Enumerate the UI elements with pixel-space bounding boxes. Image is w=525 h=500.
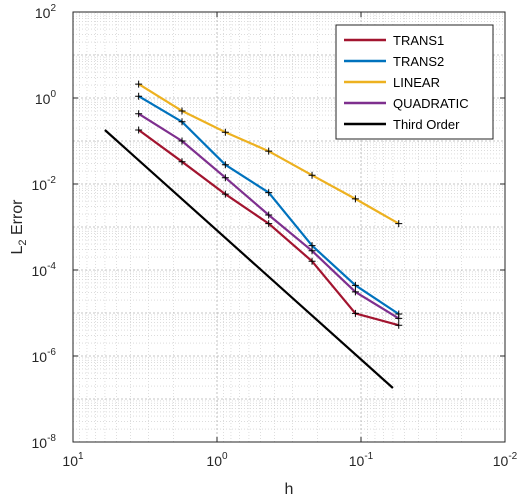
y-tick-label-exponent: -4 [47,261,56,272]
plot-frame [72,11,506,443]
x-tick-label-base: 10 [62,453,78,469]
x-tick-label-exponent: 0 [222,451,228,462]
data-point [178,118,186,126]
y-axis-title-subscript: 2 [17,239,29,245]
y-tick-label-exponent: 0 [50,89,56,100]
data-point [135,92,143,100]
legend-label: TRANS1 [393,33,444,48]
y-tick-label-exponent: 2 [50,3,56,14]
y-tick-label-base: 10 [35,5,51,21]
series-quadratic [135,110,403,322]
data-point [265,147,273,155]
y-tick-label: 10-4 [32,261,57,279]
y-tick-label-exponent: -2 [47,175,56,186]
x-tick-label: 10-1 [349,451,374,469]
data-point [308,247,316,255]
data-point [221,190,229,198]
data-point [351,309,359,317]
series-linear [135,80,403,228]
x-ticks: 101 100 10-1 10-2 [62,12,518,469]
x-tick-label-base: 10 [349,453,365,469]
y-tick-label-exponent: -6 [47,347,56,358]
data-point [395,220,403,228]
data-point [221,174,229,182]
y-axis-title-rest: Error [9,199,26,240]
y-tick-label-base: 10 [32,349,48,365]
legend-label: TRANS2 [393,54,444,69]
legend-label: Third Order [393,117,460,132]
data-point [351,281,359,289]
series-third-order [104,129,394,389]
y-tick-label: 10-8 [32,433,57,451]
data-point [221,128,229,136]
x-tick-label-base: 10 [493,453,509,469]
y-tick-label-base: 10 [32,263,48,279]
x-tick-label-exponent: -2 [508,451,517,462]
data-point [395,321,403,329]
data-point [308,171,316,179]
data-point [265,189,273,197]
data-point [135,110,143,118]
data-point [265,211,273,219]
data-point [221,161,229,169]
x-tick-label-exponent: 1 [78,451,84,462]
data-point [178,107,186,115]
minor-grid [73,12,505,442]
data-point [308,257,316,265]
x-axis-title: h [285,481,294,498]
data-point [351,195,359,203]
y-axis-title-main: L [9,246,26,255]
data-point [395,314,403,322]
data-point [135,80,143,88]
y-tick-label-base: 10 [32,177,48,193]
data-point [351,288,359,296]
series-line [104,129,394,389]
y-tick-label: 10-2 [32,175,57,193]
data-point [265,220,273,228]
y-tick-label: 100 [35,89,57,107]
data-point [178,137,186,145]
x-tick-label: 100 [206,451,228,469]
x-tick-label-base: 10 [206,453,222,469]
x-tick-label: 101 [62,451,84,469]
y-tick-label: 10-6 [32,347,57,365]
legend: TRANS1 TRANS2 LINEAR QUADRATIC Third Order [335,24,494,140]
y-tick-label-base: 10 [32,435,48,451]
series-trans1 [135,126,403,329]
x-tick-label-exponent: -1 [364,451,373,462]
y-axis-title: L2 Error [9,199,29,255]
data-point [135,126,143,134]
legend-label: LINEAR [393,75,440,90]
legend-label: QUADRATIC [393,96,469,111]
series-layer [104,80,403,389]
y-tick-label: 102 [35,3,57,21]
y-tick-label-exponent: -8 [47,433,56,444]
x-tick-label: 10-2 [493,451,518,469]
y-tick-label-base: 10 [35,91,51,107]
data-point [178,158,186,166]
